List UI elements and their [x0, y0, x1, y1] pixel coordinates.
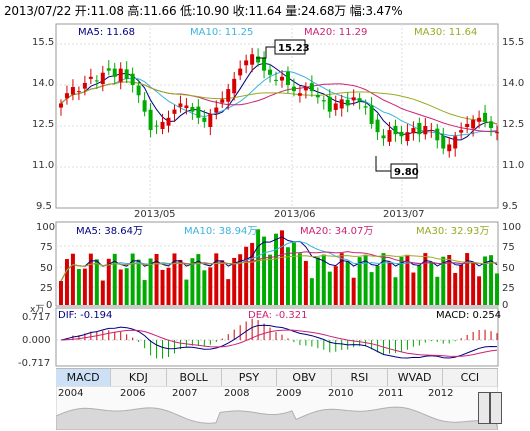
vol-legend-ma20: MA20: 34.07万	[300, 226, 373, 237]
legend-ma10: MA10: 11.25	[190, 27, 253, 38]
price-tick-right: 12.5	[502, 119, 524, 130]
vol-tick-right: 75	[502, 242, 515, 253]
history-sparkline	[56, 386, 498, 430]
vol-legend-ma10: MA10: 38.94万	[184, 226, 257, 237]
macd-dif: DIF: -0.194	[58, 310, 112, 321]
price-tick: 9.5	[36, 201, 52, 212]
year-label: 2008	[224, 388, 250, 399]
tab-boll[interactable]: BOLL	[167, 369, 222, 386]
tab-rsi[interactable]: RSI	[332, 369, 388, 386]
vol-legend-ma5: MA5: 38.64万	[76, 226, 143, 237]
candles	[58, 47, 500, 158]
vol-tick: 100	[36, 222, 55, 233]
year-label: 2009	[276, 388, 302, 399]
price-tick-right: 14.0	[502, 78, 524, 89]
price-tick-right: 15.5	[502, 37, 524, 48]
high-marker	[274, 39, 306, 55]
vol-tick-right: 0	[502, 300, 508, 311]
quote-high: 高:11.66	[127, 4, 177, 18]
low-marker-label: 9.80	[394, 167, 419, 178]
legend-ma20: MA20: 11.29	[304, 27, 367, 38]
date-label: 2013/07	[383, 209, 425, 220]
history-navigator[interactable]: 2004 2006 2007 2008 2009 2010 2011 2012	[56, 386, 498, 430]
vol-tick: 50	[40, 263, 53, 274]
quote-change: 幅:3.47%	[349, 4, 403, 18]
legend-ma30: MA30: 11.64	[414, 27, 477, 38]
volume-ma-lines	[60, 236, 498, 282]
price-tick: 12.5	[32, 119, 54, 130]
low-marker	[390, 163, 418, 179]
macd-tick: 0.000	[22, 335, 51, 346]
macd-tick: -0.717	[18, 358, 50, 369]
range-handle-left[interactable]	[478, 392, 490, 424]
tab-psy[interactable]: PSY	[222, 369, 277, 386]
price-tick: 11.0	[32, 160, 54, 171]
vol-tick-right: 50	[502, 263, 515, 274]
legend-ma5: MA5: 11.68	[78, 27, 135, 38]
vol-tick: 25	[40, 283, 53, 294]
price-tick: 14.0	[32, 78, 54, 89]
year-label: 2012	[428, 388, 454, 399]
high-marker-label: 15.23	[278, 43, 310, 54]
macd-dea: DEA: -0.321	[248, 310, 307, 321]
vol-unit: x万	[30, 305, 44, 315]
quote-volume: 量:24.68万	[285, 4, 347, 18]
vol-legend-ma30: MA30: 32.93万	[416, 226, 489, 237]
year-label: 2006	[120, 388, 146, 399]
tab-macd[interactable]: MACD	[56, 369, 112, 386]
vol-tick-right: 100	[502, 222, 521, 233]
quote-date: 2013/07/22	[4, 4, 72, 18]
tab-kdj[interactable]: KDJ	[111, 369, 167, 386]
macd-tick: 0.717	[22, 312, 51, 323]
tab-cci[interactable]: CCI	[443, 369, 498, 386]
year-label: 2004	[58, 388, 84, 399]
macd-lines	[60, 324, 498, 359]
tab-obv[interactable]: OBV	[277, 369, 333, 386]
quote-low: 低:10.90	[180, 4, 230, 18]
year-label: 2007	[172, 388, 198, 399]
quote-open: 开:11.08	[74, 4, 124, 18]
year-label: 2011	[378, 388, 404, 399]
range-handle-right[interactable]	[490, 392, 502, 424]
price-tick: 15.5	[32, 37, 54, 48]
macd-value: MACD: 0.254	[436, 310, 501, 321]
indicator-tabs: MACD KDJ BOLL PSY OBV RSI WVAD CCI	[56, 368, 498, 387]
volume-bars	[59, 229, 499, 305]
year-label: 2010	[328, 388, 354, 399]
vol-tick: 0	[46, 300, 52, 311]
vol-tick: 75	[40, 242, 53, 253]
tab-wvad[interactable]: WVAD	[388, 369, 443, 386]
date-label: 2013/05	[134, 209, 176, 220]
date-label: 2013/06	[274, 209, 316, 220]
price-tick-right: 9.5	[502, 201, 518, 212]
vol-tick-right: 25	[502, 283, 515, 294]
quote-close: 收:11.64	[232, 4, 282, 18]
quote-header: 2013/07/22 开:11.08 高:11.66 低:10.90 收:11.…	[4, 2, 403, 19]
price-tick-right: 11.0	[502, 160, 524, 171]
